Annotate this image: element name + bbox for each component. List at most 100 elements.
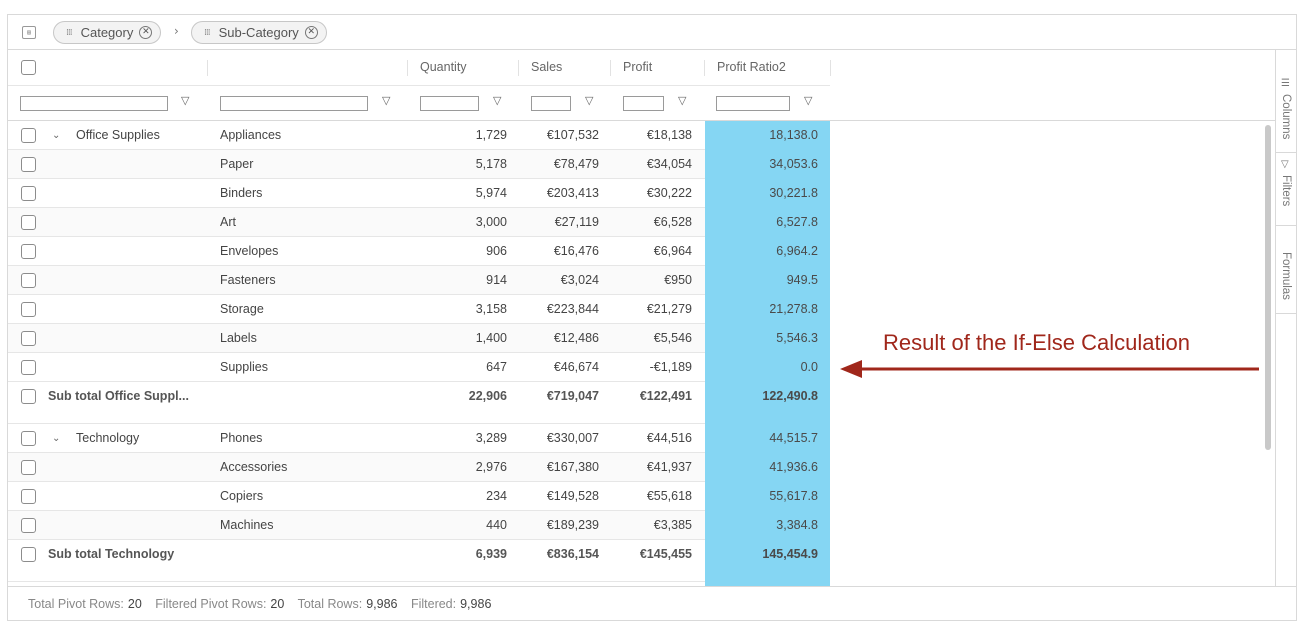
status-label: Filtered: bbox=[410, 597, 457, 611]
filter-icon[interactable]: ▽ bbox=[804, 94, 813, 107]
highlight-cell bbox=[705, 208, 830, 237]
profit-cell: €145,455 bbox=[639, 547, 692, 561]
quantity-filter-input[interactable] bbox=[420, 96, 479, 111]
profit-cell: €55,618 bbox=[646, 489, 692, 503]
sub-category-cell: Appliances bbox=[220, 128, 282, 142]
row-checkbox[interactable] bbox=[21, 489, 36, 504]
table-row[interactable]: ⌄ Technology Phones 3,289 €330,007 €44,5… bbox=[8, 424, 830, 453]
sales-filter-input[interactable] bbox=[531, 96, 571, 111]
chevron-down-icon[interactable]: ⌄ bbox=[52, 130, 61, 141]
profit-cell: €34,054 bbox=[646, 157, 692, 171]
table-row[interactable]: Accessories 2,976 €167,380 €41,937 41,93… bbox=[8, 453, 830, 482]
table-row[interactable]: Binders 5,974 €203,413 €30,222 30,221.8 bbox=[8, 179, 830, 208]
table-row[interactable]: Paper 5,178 €78,479 €34,054 34,053.6 bbox=[8, 150, 830, 179]
quantity-cell: 1,729 bbox=[475, 128, 507, 142]
header-sales[interactable]: Sales bbox=[531, 60, 563, 74]
table-row[interactable]: Labels 1,400 €12,486 €5,546 5,546.3 bbox=[8, 324, 830, 353]
header-profit-ratio2[interactable]: Profit Ratio2 bbox=[717, 60, 786, 74]
status-label: Total Rows: bbox=[297, 597, 363, 611]
side-tab-columns[interactable]: ☰ Columns bbox=[1276, 72, 1297, 153]
sales-cell: €149,528 bbox=[546, 489, 599, 503]
side-tab-formulas[interactable]: Formulas bbox=[1276, 226, 1297, 314]
table-row[interactable]: Copiers 234 €149,528 €55,618 55,617.8 bbox=[8, 482, 830, 511]
filter-icon[interactable]: ▽ bbox=[493, 94, 502, 107]
sub-category-filter-input[interactable] bbox=[220, 96, 368, 111]
group-chip-sub-category[interactable]: ⁞⁞⁞ Sub-Category ✕ bbox=[191, 21, 327, 44]
header-profit[interactable]: Profit bbox=[623, 60, 653, 74]
profit-ratio-cell: 5,546.3 bbox=[776, 331, 818, 345]
highlight-cell bbox=[705, 295, 830, 324]
vertical-scrollbar[interactable] bbox=[1261, 121, 1275, 587]
highlight-cell bbox=[705, 424, 830, 453]
row-checkbox[interactable] bbox=[21, 518, 36, 533]
row-checkbox[interactable] bbox=[21, 186, 36, 201]
row-checkbox[interactable] bbox=[21, 157, 36, 172]
category-filter-input[interactable] bbox=[20, 96, 168, 111]
status-label: Total Pivot Rows: bbox=[28, 597, 124, 611]
columns-icon: ☰ bbox=[1281, 78, 1290, 89]
remove-chip-icon[interactable]: ✕ bbox=[304, 26, 318, 39]
profit-ratio-cell: 3,384.8 bbox=[776, 518, 818, 532]
row-checkbox[interactable] bbox=[21, 302, 36, 317]
table-row[interactable]: Supplies 647 €46,674 -€1,189 0.0 bbox=[8, 353, 830, 382]
row-checkbox[interactable] bbox=[21, 431, 36, 446]
sales-cell: €836,154 bbox=[546, 547, 599, 561]
table-row[interactable]: Storage 3,158 €223,844 €21,279 21,278.8 bbox=[8, 295, 830, 324]
table-row[interactable]: Art 3,000 €27,119 €6,528 6,527.8 bbox=[8, 208, 830, 237]
chevron-down-icon[interactable]: ⌄ bbox=[52, 433, 61, 444]
status-value: 9,986 bbox=[366, 597, 398, 611]
annotation-arrow bbox=[840, 360, 1259, 378]
select-all-checkbox[interactable] bbox=[21, 60, 36, 75]
profit-ratio-filter-input[interactable] bbox=[716, 96, 790, 111]
row-checkbox[interactable] bbox=[21, 273, 36, 288]
side-tab-filters[interactable]: ▽ Filters bbox=[1276, 153, 1297, 226]
quantity-cell: 3,000 bbox=[475, 215, 507, 229]
row-checkbox[interactable] bbox=[21, 389, 36, 404]
filter-icon[interactable]: ▽ bbox=[181, 94, 190, 107]
row-checkbox[interactable] bbox=[21, 215, 36, 230]
category-cell: Office Supplies bbox=[76, 128, 160, 142]
drag-handle-icon[interactable]: ⁞⁞⁞ bbox=[66, 27, 73, 38]
drag-handle-icon[interactable]: ⁞⁞⁞ bbox=[204, 27, 211, 38]
row-checkbox[interactable] bbox=[21, 547, 36, 562]
subtotal-row[interactable]: Sub total Office Suppl... 22,906 €719,04… bbox=[8, 382, 830, 424]
chip-label: Category bbox=[80, 25, 134, 40]
subtotal-row[interactable]: Sub total Technology 6,939 €836,154 €145… bbox=[8, 540, 830, 587]
row-checkbox[interactable] bbox=[21, 244, 36, 259]
profit-filter-input[interactable] bbox=[623, 96, 664, 111]
profit-cell: €950 bbox=[664, 273, 692, 287]
profit-cell: €44,516 bbox=[646, 431, 692, 445]
profit-ratio-cell: 122,490.8 bbox=[762, 389, 818, 403]
row-checkbox[interactable] bbox=[21, 360, 36, 375]
table-row[interactable]: Envelopes 906 €16,476 €6,964 6,964.2 bbox=[8, 237, 830, 266]
highlight-cell bbox=[705, 382, 830, 424]
header-quantity[interactable]: Quantity bbox=[420, 60, 467, 74]
row-checkbox[interactable] bbox=[21, 331, 36, 346]
row-group-bar: ▤ ⁞⁞⁞ Category ✕ › ⁞⁞⁞ Sub-Category ✕ bbox=[8, 15, 1296, 50]
sub-category-cell: Machines bbox=[220, 518, 274, 532]
profit-ratio-cell: 145,454.9 bbox=[762, 547, 818, 561]
scrollbar-thumb[interactable] bbox=[1265, 125, 1271, 450]
profit-ratio-cell: 6,527.8 bbox=[776, 215, 818, 229]
table-row[interactable]: Fasteners 914 €3,024 €950 949.5 bbox=[8, 266, 830, 295]
grid-body: ⌄ Office Supplies Appliances 1,729 €107,… bbox=[8, 121, 1261, 587]
column-header: Quantity Sales Profit Profit Ratio2 ▽ ▽ … bbox=[8, 50, 1275, 121]
row-group-panel-icon: ▤ bbox=[22, 26, 36, 39]
filter-icon[interactable]: ▽ bbox=[585, 94, 594, 107]
row-checkbox[interactable] bbox=[21, 128, 36, 143]
filter-icon[interactable]: ▽ bbox=[382, 94, 391, 107]
table-row[interactable]: ⌄ Office Supplies Appliances 1,729 €107,… bbox=[8, 121, 830, 150]
table-row[interactable]: Machines 440 €189,239 €3,385 3,384.8 bbox=[8, 511, 830, 540]
profit-cell: -€1,189 bbox=[649, 360, 692, 374]
sub-category-cell: Labels bbox=[220, 331, 257, 345]
sub-category-cell: Art bbox=[220, 215, 236, 229]
remove-chip-icon[interactable]: ✕ bbox=[139, 26, 153, 39]
group-chip-category[interactable]: ⁞⁞⁞ Category ✕ bbox=[53, 21, 162, 44]
sub-category-cell: Phones bbox=[220, 431, 263, 445]
profit-cell: €6,528 bbox=[653, 215, 692, 229]
row-checkbox[interactable] bbox=[21, 460, 36, 475]
status-value: 20 bbox=[127, 597, 142, 611]
quantity-cell: 5,974 bbox=[475, 186, 507, 200]
filter-icon[interactable]: ▽ bbox=[678, 94, 687, 107]
sub-category-cell: Copiers bbox=[220, 489, 264, 503]
